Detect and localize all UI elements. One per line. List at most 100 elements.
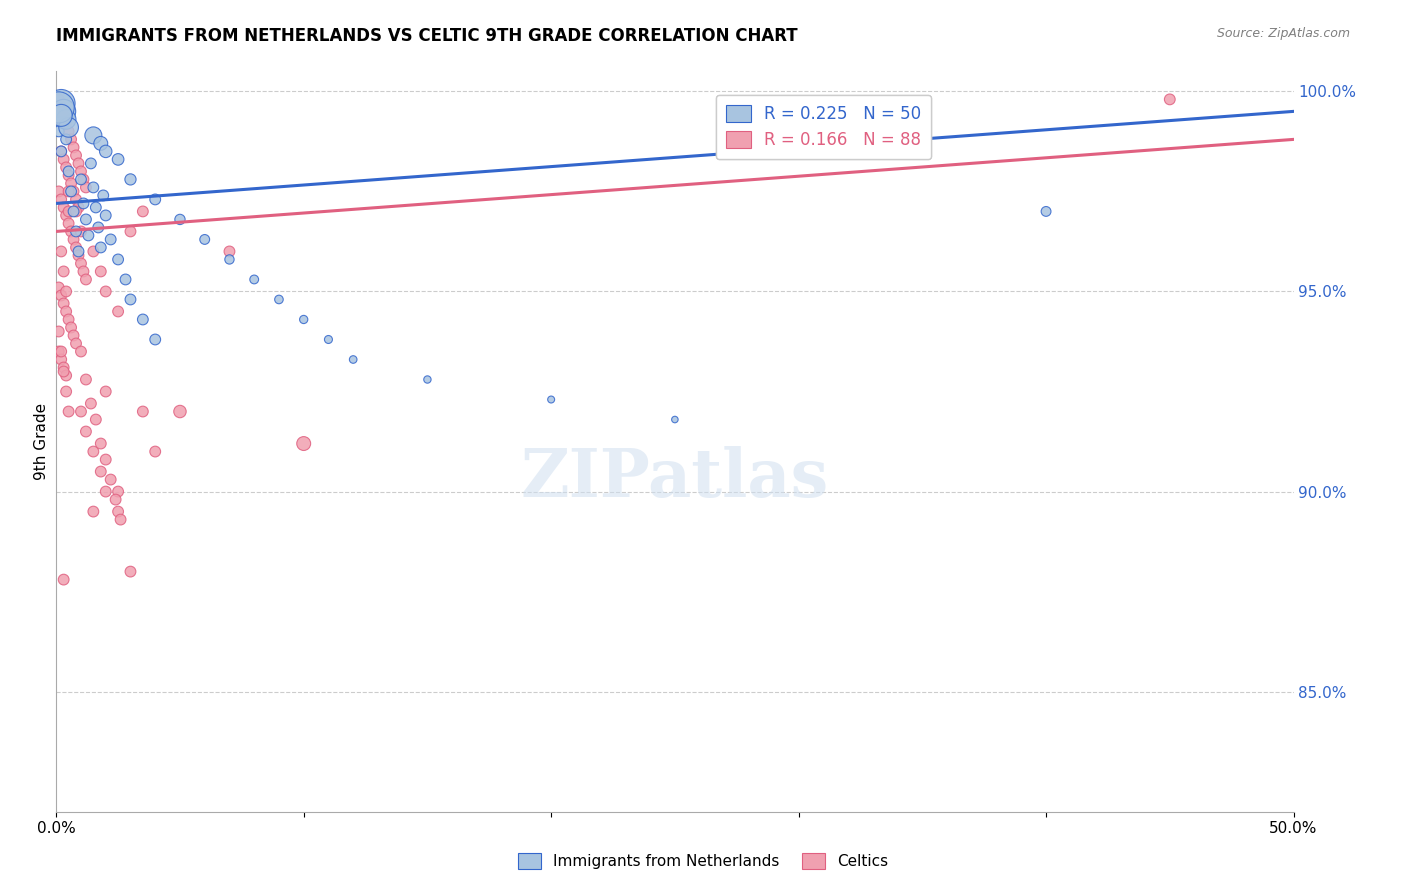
- Point: [82, 180, 104, 194]
- Point: [58, 169, 80, 183]
- Point: [55, 116, 77, 130]
- Point: [70, 404, 93, 418]
- Point: [65, 240, 87, 254]
- Point: [120, 172, 142, 186]
- Point: [218, 252, 240, 267]
- Point: [52, 360, 75, 375]
- Point: [169, 404, 191, 418]
- Point: [65, 204, 87, 219]
- Point: [60, 320, 83, 334]
- Point: [51, 145, 73, 159]
- Point: [48, 100, 70, 114]
- Point: [60, 185, 83, 199]
- Point: [107, 153, 129, 167]
- Point: [75, 272, 97, 286]
- Point: [75, 372, 97, 386]
- Point: [58, 164, 80, 178]
- Point: [60, 224, 83, 238]
- Text: ZIPatlas: ZIPatlas: [520, 446, 830, 511]
- Point: [90, 136, 112, 151]
- Point: [664, 412, 686, 426]
- Point: [110, 512, 132, 526]
- Point: [60, 132, 83, 146]
- Point: [80, 156, 103, 170]
- Point: [51, 288, 73, 302]
- Point: [48, 325, 70, 339]
- Point: [70, 224, 93, 238]
- Point: [94, 145, 117, 159]
- Point: [292, 312, 315, 326]
- Point: [107, 304, 129, 318]
- Point: [82, 505, 104, 519]
- Point: [72, 196, 94, 211]
- Point: [218, 244, 240, 259]
- Point: [51, 193, 73, 207]
- Point: [70, 256, 93, 270]
- Point: [58, 124, 80, 138]
- Point: [58, 216, 80, 230]
- Point: [194, 232, 217, 246]
- Point: [51, 100, 73, 114]
- Point: [107, 252, 129, 267]
- Point: [90, 436, 112, 450]
- Point: [65, 193, 87, 207]
- Point: [94, 484, 117, 499]
- Point: [48, 280, 70, 294]
- Point: [65, 148, 87, 162]
- Point: [48, 185, 70, 199]
- Point: [94, 209, 117, 223]
- Point: [51, 244, 73, 259]
- Point: [51, 96, 73, 111]
- Point: [51, 145, 73, 159]
- Point: [94, 384, 117, 399]
- Point: [80, 396, 103, 410]
- Point: [51, 352, 73, 367]
- Point: [55, 161, 77, 175]
- Point: [84, 412, 107, 426]
- Point: [70, 344, 93, 359]
- Text: IMMIGRANTS FROM NETHERLANDS VS CELTIC 9TH GRADE CORRELATION CHART: IMMIGRANTS FROM NETHERLANDS VS CELTIC 9T…: [56, 27, 797, 45]
- Point: [70, 164, 93, 178]
- Point: [114, 272, 136, 286]
- Point: [48, 344, 70, 359]
- Point: [143, 193, 166, 207]
- Point: [48, 124, 70, 138]
- Point: [52, 364, 75, 378]
- Point: [55, 209, 77, 223]
- Point: [75, 425, 97, 439]
- Point: [100, 473, 122, 487]
- Point: [48, 92, 70, 106]
- Point: [67, 248, 90, 262]
- Point: [52, 573, 75, 587]
- Point: [87, 220, 110, 235]
- Legend: Immigrants from Netherlands, Celtics: Immigrants from Netherlands, Celtics: [512, 847, 894, 875]
- Legend: R = 0.225   N = 50, R = 0.166   N = 88: R = 0.225 N = 50, R = 0.166 N = 88: [716, 95, 931, 159]
- Point: [107, 484, 129, 499]
- Point: [143, 333, 166, 347]
- Point: [104, 492, 127, 507]
- Point: [70, 172, 93, 186]
- Point: [292, 436, 315, 450]
- Point: [90, 240, 112, 254]
- Point: [107, 505, 129, 519]
- Point: [60, 177, 83, 191]
- Point: [91, 188, 114, 202]
- Point: [342, 352, 364, 367]
- Point: [55, 132, 77, 146]
- Point: [51, 108, 73, 122]
- Point: [51, 344, 73, 359]
- Y-axis label: 9th Grade: 9th Grade: [34, 403, 49, 480]
- Point: [84, 201, 107, 215]
- Point: [267, 293, 290, 307]
- Point: [77, 228, 100, 243]
- Point: [65, 224, 87, 238]
- Point: [52, 153, 75, 167]
- Point: [58, 120, 80, 135]
- Point: [132, 204, 155, 219]
- Point: [120, 224, 142, 238]
- Point: [67, 201, 90, 215]
- Point: [82, 444, 104, 458]
- Point: [52, 108, 75, 122]
- Point: [143, 444, 166, 458]
- Point: [62, 232, 84, 246]
